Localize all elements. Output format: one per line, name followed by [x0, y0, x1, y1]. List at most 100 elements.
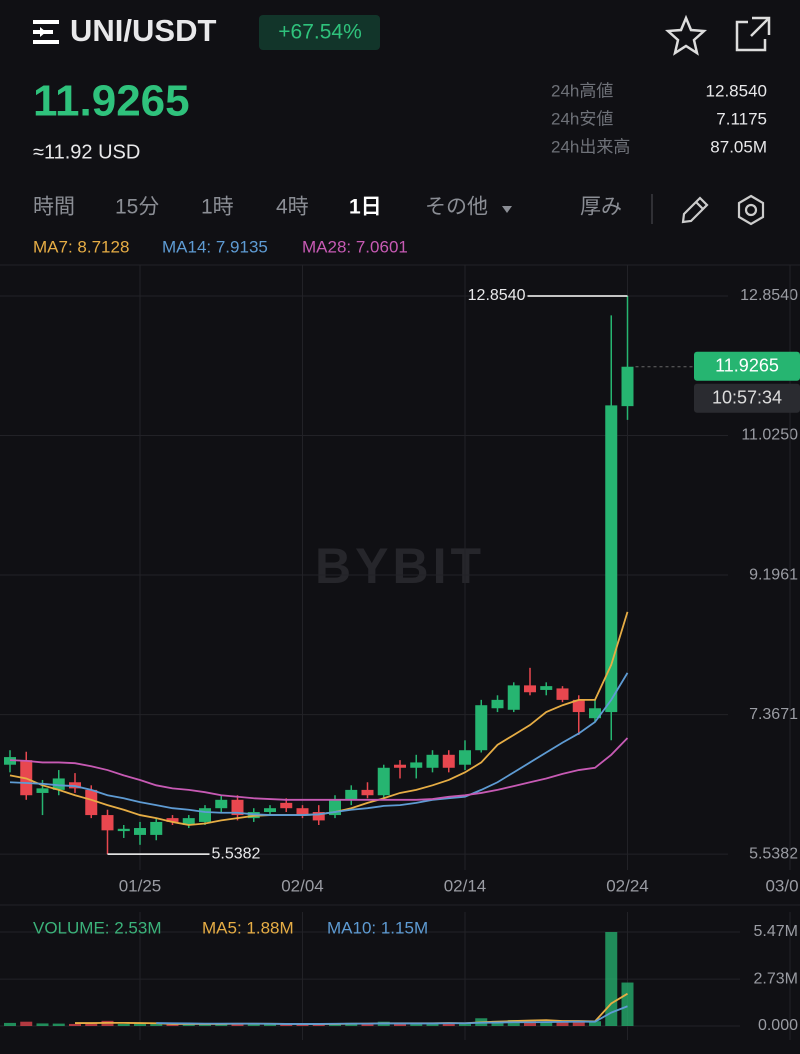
change-percent: +67.54% [278, 21, 362, 44]
settings[interactable] [737, 194, 765, 226]
kline-chart: BYBIT 12.8540 11.0250 9.1961 7.3671 5.5382 01/… [0, 237, 800, 1040]
x-tick-label: 02/04 [281, 876, 324, 895]
interval-tab[interactable]: 1時 [201, 196, 234, 219]
interval-tab[interactable]: 15分 [115, 196, 159, 219]
candle-body [589, 708, 601, 719]
y-tick-label: 2.73M [754, 970, 798, 987]
x-tick-label: 02/14 [444, 876, 487, 895]
share-button[interactable] [735, 16, 771, 52]
low-label: 5.5382 [212, 845, 261, 862]
candle-body [410, 762, 423, 768]
x-tick-label: 03/0 [765, 876, 798, 895]
candle-body [394, 764, 406, 768]
menu-icon[interactable] [33, 20, 59, 44]
candle-body [101, 815, 114, 831]
candle-body [475, 705, 488, 751]
volume-bar [85, 1022, 98, 1026]
interval-tab[interactable]: 4時 [276, 196, 309, 219]
volume-bar [572, 1020, 585, 1026]
draw-tool[interactable] [681, 196, 709, 224]
candle-body [312, 812, 325, 821]
legend-entry: MA10: 1.15M [327, 918, 428, 937]
candle-body [572, 699, 585, 713]
candle-body [491, 699, 504, 709]
volume-bar [540, 1022, 553, 1026]
candle-body [345, 789, 358, 800]
candle-body [85, 789, 98, 816]
dropdown-arrow [502, 206, 512, 213]
volume-bar [524, 1020, 536, 1026]
volume-bar [52, 1023, 65, 1026]
candle-body [540, 686, 553, 690]
candle-body [150, 821, 163, 835]
stat-value: 12.8540 [706, 81, 767, 100]
y-tick-label: 11.0250 [741, 427, 798, 444]
volume-bar [426, 1022, 439, 1026]
depth-tab[interactable]: 厚み [580, 196, 622, 219]
interval-tab[interactable]: 時間 [33, 196, 75, 219]
candle-body [134, 828, 146, 835]
y-tick-label: 0.000 [758, 1017, 798, 1034]
volume-bar [150, 1023, 163, 1026]
candle-body [426, 754, 439, 768]
x-tick-label: 01/25 [119, 876, 162, 895]
candle-body [459, 750, 471, 765]
volume-bar [247, 1024, 260, 1026]
volume-bar [394, 1023, 406, 1026]
legend-entry: MA14: 7.9135 [162, 237, 268, 256]
volume-bar [166, 1024, 179, 1026]
volume-bar [36, 1023, 49, 1026]
candle-body [215, 799, 228, 809]
y-tick-label: 7.3671 [749, 706, 798, 723]
pair-name[interactable]: UNI/USDT [70, 13, 216, 48]
countdown: 10:57:34 [712, 387, 782, 407]
candle-body [507, 685, 520, 710]
volume-bar [442, 1023, 455, 1026]
candle-body [280, 802, 293, 809]
price-tag-label: 11.9265 [715, 355, 779, 375]
candle-body [182, 818, 195, 825]
candle-body [296, 808, 309, 816]
watermark: BYBIT [315, 538, 485, 594]
volume-bar [459, 1022, 471, 1026]
candle-body [117, 828, 130, 832]
y-tick-label: 12.8540 [740, 287, 798, 304]
volume-bar [69, 1023, 81, 1026]
usd-price: ≈11.92 USD [33, 141, 140, 163]
countdown-tag [694, 383, 800, 413]
ma-line [9, 737, 629, 801]
candle-body [621, 366, 634, 407]
stat-value: 87.05M [710, 137, 767, 156]
volume-bar [117, 1023, 130, 1026]
interval-tab-active[interactable]: 1日 [349, 196, 382, 219]
favorite-star[interactable] [664, 14, 708, 56]
volume-bar [621, 982, 634, 1026]
volume-legend: VOLUME: 2.53M [33, 918, 162, 937]
stat-label: 24h安値 [551, 109, 613, 128]
candle-body [166, 818, 179, 822]
candle-body [361, 789, 374, 796]
candle-body [524, 685, 536, 693]
volume-bar [264, 1024, 276, 1026]
stat-label: 24h高値 [551, 81, 613, 100]
candle-body [36, 788, 49, 793]
y-tick-label: 9.1961 [749, 566, 798, 583]
more-tab[interactable]: その他 [425, 196, 488, 219]
volume-bar [361, 1024, 374, 1026]
volume-ma-line [156, 1005, 628, 1025]
x-tick-label: 02/24 [606, 876, 649, 895]
volume-bar [280, 1024, 293, 1026]
legend-entry: MA7: 8.7128 [33, 237, 129, 256]
legend-entry: MA28: 7.0601 [302, 237, 408, 256]
volume-bar [296, 1024, 309, 1026]
stat-value: 7.1175 [716, 109, 767, 128]
price-tag [694, 351, 800, 381]
legend-entry: MA5: 1.88M [202, 918, 294, 937]
volume-bar [556, 1021, 569, 1026]
volume-bar [182, 1024, 195, 1026]
candle-body [377, 767, 390, 796]
last-price: 11.9265 [33, 77, 190, 126]
high-label: 12.8540 [468, 287, 526, 304]
